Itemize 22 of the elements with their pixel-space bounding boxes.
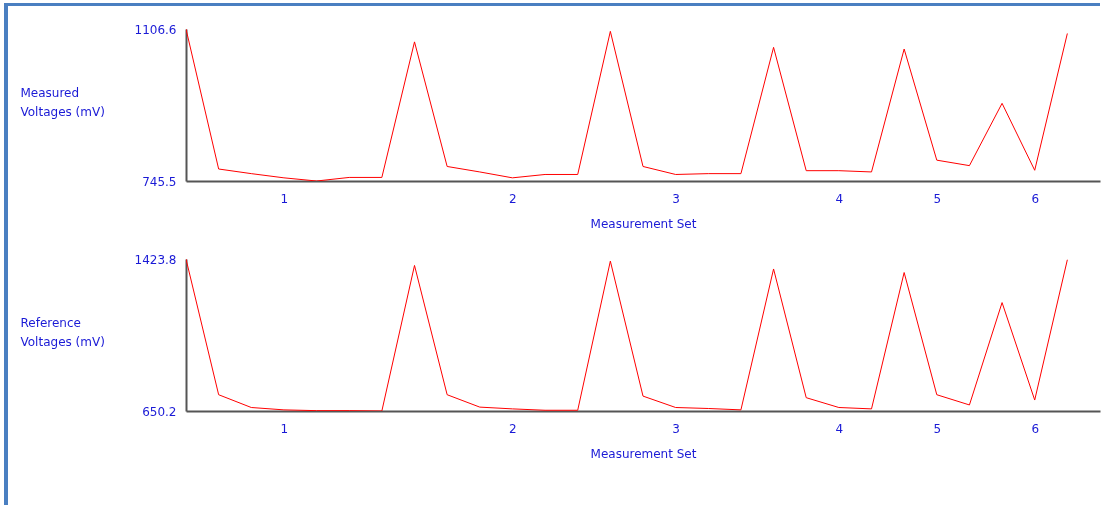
x-tick-label: 4	[835, 421, 844, 436]
line-series	[186, 259, 1068, 411]
x-tick-label: 2	[509, 421, 517, 436]
x-tick-label: 1	[280, 421, 289, 436]
line-series	[186, 29, 1068, 181]
y-tick-label: 745.5	[142, 174, 177, 189]
x-tick-label: 2	[509, 191, 517, 206]
y-axis-title: Measured Voltages (mV)	[20, 85, 105, 119]
y-tick-label: 1106.6	[134, 22, 177, 37]
x-axis-title: Measurement Set	[590, 446, 697, 461]
x-axis-title: Measurement Set	[590, 216, 697, 231]
x-tick-label: 5	[933, 421, 942, 436]
y-tick-label: 1423.8	[134, 252, 177, 267]
y-axis-title: Reference Voltages (mV)	[20, 315, 105, 349]
y-tick-label: 650.2	[142, 404, 177, 419]
x-tick-label: 6	[1031, 421, 1040, 436]
x-tick-label: 6	[1031, 191, 1040, 206]
x-tick-label: 3	[672, 191, 680, 206]
x-tick-label: 4	[835, 191, 844, 206]
x-tick-label: 1	[280, 191, 289, 206]
x-tick-label: 3	[672, 421, 680, 436]
x-tick-label: 5	[933, 191, 942, 206]
